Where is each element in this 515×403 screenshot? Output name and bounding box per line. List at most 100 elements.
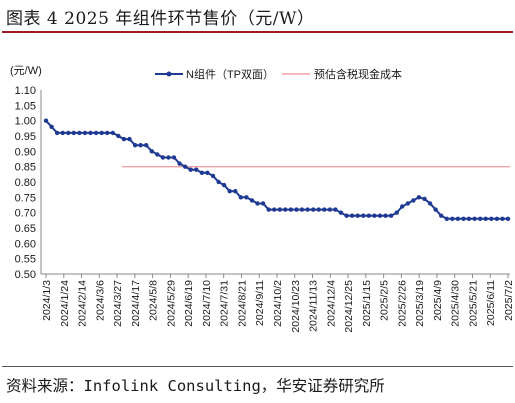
series-point — [349, 213, 355, 218]
y-tick-label: 0.60 — [15, 238, 36, 250]
series-point — [127, 136, 132, 142]
series-point — [478, 216, 483, 221]
x-tick-label: 2025/3/19 — [414, 280, 426, 327]
series-point — [377, 213, 383, 218]
series-point — [88, 130, 93, 136]
series-point — [216, 179, 221, 185]
x-tick-label: 2024/7/31 — [219, 280, 231, 327]
series-point — [299, 207, 305, 212]
series-point — [110, 130, 116, 136]
x-tick-label: 2025/6/11 — [485, 280, 497, 326]
y-tick-label: 0.75 — [15, 192, 36, 204]
series-point — [227, 189, 232, 194]
series-point — [344, 213, 349, 218]
series-point — [338, 210, 344, 215]
x-tick-label: 2024/4/17 — [130, 280, 142, 327]
series-point — [149, 149, 154, 154]
x-tick-label: 2024/8/21 — [236, 280, 248, 327]
x-tick-label: 2024/5/8 — [148, 280, 160, 321]
series-point — [221, 182, 227, 188]
series-point — [311, 207, 316, 212]
figure-title: 图表 4 2025 年组件环节售价（元/W） — [6, 9, 315, 29]
series-point — [416, 195, 422, 200]
y-tick-label: 0.85 — [15, 162, 36, 174]
series-point — [93, 130, 99, 136]
y-tick-label: 0.90 — [15, 146, 36, 158]
series-point — [500, 216, 505, 221]
series-point — [238, 195, 243, 200]
series-point — [160, 155, 166, 160]
series-group — [43, 118, 511, 221]
series-point — [54, 130, 60, 136]
series-point — [132, 143, 138, 148]
x-tick-label: 2024/9/11 — [254, 280, 266, 326]
y-tick-label: 0.95 — [15, 131, 36, 143]
x-tick-label: 2025/2/5 — [379, 280, 391, 321]
title-rule — [2, 31, 513, 33]
x-tick-label: 2024/10/23 — [290, 280, 302, 333]
series-point — [483, 216, 488, 221]
y-tick-label: 0.80 — [15, 177, 36, 189]
x-tick-label: 2025/2/26 — [396, 280, 408, 327]
x-tick-label: 2025/5/21 — [467, 280, 479, 327]
series-point — [138, 143, 143, 148]
series-point — [333, 207, 338, 212]
x-tick-label: 2024/12/25 — [343, 280, 355, 333]
y-tick-label: 0.55 — [15, 254, 36, 266]
x-tick-label: 2024/2/14 — [77, 280, 89, 327]
y-tick-label: 0.50 — [15, 269, 36, 281]
series-point — [422, 196, 427, 202]
series-point — [60, 130, 65, 136]
series-point — [405, 201, 410, 206]
series-point — [266, 207, 271, 212]
series-point — [105, 130, 110, 136]
x-tick-label: 2024/5/29 — [165, 280, 177, 327]
series-point — [366, 213, 371, 218]
series-point — [372, 213, 377, 218]
y-tick-label: 0.65 — [15, 223, 36, 235]
x-tick-label: 2024/1/3 — [41, 280, 53, 321]
series-point — [466, 216, 472, 221]
series-point — [394, 210, 399, 215]
x-tick-label: 2025/7/2 — [503, 280, 515, 321]
series-point — [66, 130, 71, 136]
series-point — [171, 155, 177, 160]
price-line-chart: (元/W) N组件（TP双面） 预估含税现金成本 1.10 1.05 1.00 0.9… — [10, 65, 515, 333]
series-point — [505, 216, 511, 221]
series-point — [472, 216, 477, 221]
series-point — [210, 173, 216, 179]
y-tick-label: 0.70 — [15, 208, 36, 220]
legend: N组件（TP双面） 预估含税现金成本 — [155, 67, 402, 81]
series-point — [316, 207, 321, 212]
x-tick-label: 2025/4/30 — [450, 280, 462, 327]
series-point — [260, 201, 266, 206]
series-point — [444, 216, 449, 221]
legend-label-series: N组件（TP双面） — [186, 67, 274, 81]
series-point — [71, 130, 77, 136]
series-point — [450, 216, 455, 221]
y-unit-label: (元/W) — [10, 65, 42, 77]
series-point — [283, 207, 288, 212]
x-tick-label: 2024/1/24 — [59, 280, 71, 327]
series-point — [121, 136, 127, 142]
series-point — [294, 207, 299, 212]
series-point — [255, 201, 260, 206]
series-point — [411, 198, 416, 203]
series-point — [388, 213, 394, 218]
series-point — [400, 204, 405, 209]
series-point — [99, 130, 104, 136]
y-tick-label: 1.05 — [15, 100, 36, 112]
series-point — [194, 167, 199, 172]
x-tick-label: 2024/3/6 — [94, 280, 106, 321]
x-tick-label: 2024/11/13 — [308, 280, 320, 332]
series-point — [249, 198, 255, 203]
x-tick-label: 2025/4/9 — [432, 280, 444, 321]
series-point — [489, 216, 494, 221]
series-point — [455, 216, 461, 221]
legend-label-reference: 预估含税现金成本 — [314, 67, 402, 81]
x-tick-label: 2025/1/15 — [361, 280, 373, 327]
series-point — [183, 164, 188, 169]
series-point — [177, 161, 182, 166]
series-point — [272, 207, 277, 212]
series-point — [244, 195, 249, 200]
